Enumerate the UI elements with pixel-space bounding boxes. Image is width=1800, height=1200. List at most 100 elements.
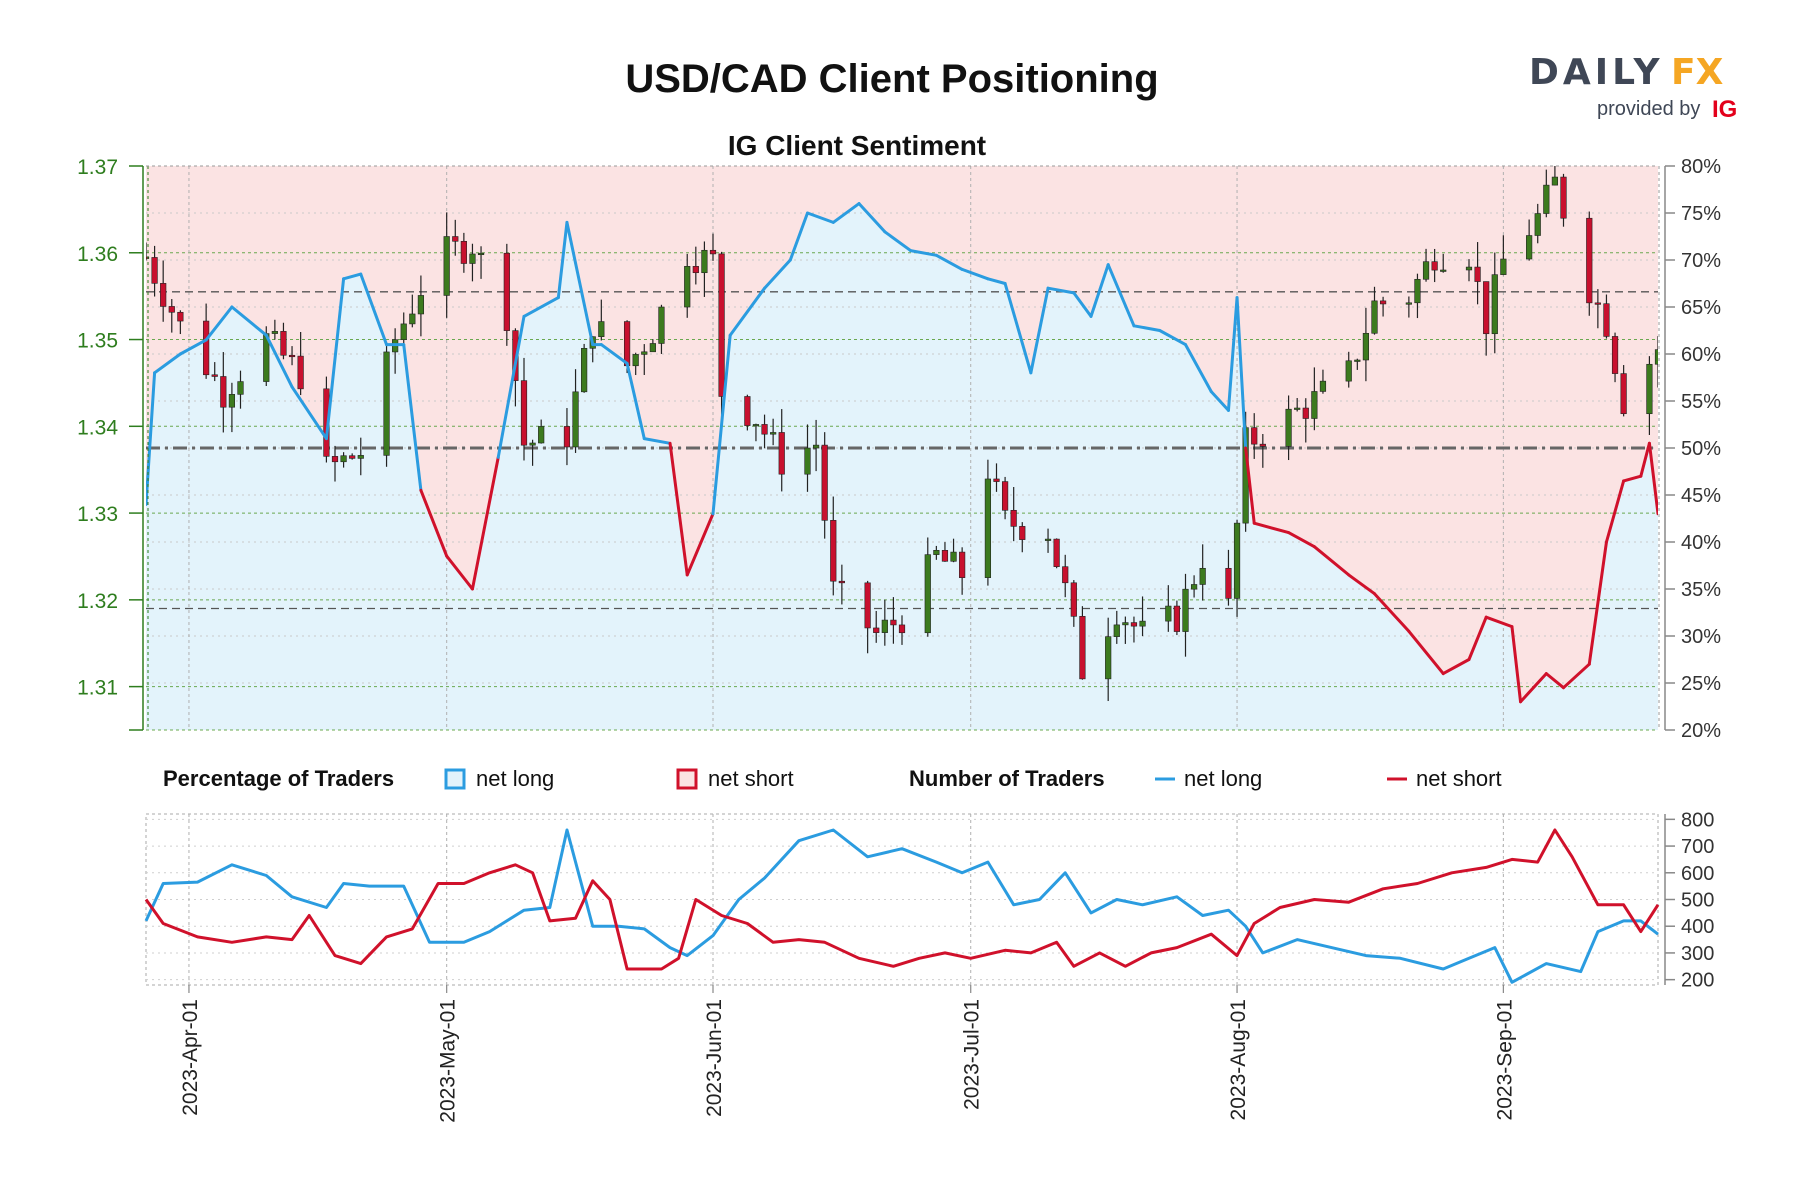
candle (400, 312, 407, 347)
sentiment-segment (1604, 479, 1626, 544)
candle (443, 212, 450, 318)
candle (1405, 296, 1412, 318)
candle (1431, 248, 1438, 283)
sentiment-segment (1106, 263, 1136, 328)
candle (1646, 356, 1653, 435)
sentiment-segment (342, 272, 363, 281)
candle (1019, 522, 1026, 553)
candle (1586, 211, 1593, 316)
sentiment-segment (668, 441, 689, 577)
legend-long-count-label: net long (1184, 766, 1262, 791)
candle (658, 304, 665, 354)
sentiment-segment (290, 385, 328, 441)
candle (1354, 358, 1361, 370)
candle (692, 246, 699, 285)
candle (1319, 369, 1327, 394)
percent-tick-label: 25% (1681, 673, 1721, 695)
candle (151, 245, 158, 297)
sentiment-segment (728, 286, 767, 337)
candle (778, 409, 785, 492)
candle (1379, 296, 1387, 317)
candle (1491, 252, 1498, 354)
candle (598, 299, 605, 341)
candle (1543, 169, 1550, 218)
candle (383, 343, 390, 467)
sentiment-segment (1287, 531, 1316, 549)
candle (838, 564, 845, 605)
candle (340, 452, 347, 468)
sentiment-segment (470, 455, 500, 591)
candle (503, 243, 510, 346)
sentiment-segment (1467, 615, 1488, 661)
candle (1010, 487, 1017, 542)
sentiment-segment (1622, 474, 1643, 483)
sentiment-segment (1184, 343, 1213, 394)
candle (297, 331, 304, 396)
candle (718, 251, 725, 420)
candle (581, 343, 588, 393)
candle (409, 294, 416, 328)
candle (890, 597, 897, 644)
candle (1139, 596, 1146, 637)
sentiment-segment (1373, 592, 1411, 633)
candle (1534, 203, 1541, 244)
sentiment-segment (909, 249, 938, 257)
candle (984, 459, 992, 586)
candle (228, 382, 236, 433)
percent-tick-label: 55% (1681, 391, 1721, 413)
candle (1440, 253, 1447, 273)
candle (1070, 580, 1077, 627)
sentiment-segment (711, 333, 732, 516)
candle (1414, 273, 1421, 319)
chart-title: USD/CAD Client Positioning (625, 57, 1158, 101)
candle (1500, 235, 1507, 276)
sentiment-segment (1587, 540, 1608, 666)
candle (1225, 549, 1232, 606)
logo-fx-text: FX (1671, 52, 1724, 93)
sentiment-segment (1209, 390, 1230, 412)
candle (1105, 617, 1112, 702)
count-tick-label: 700 (1681, 836, 1714, 858)
candles (146, 166, 1658, 702)
sentiment-segment (934, 253, 964, 271)
dailyfx-logo: DAILY FX provided by IG (1529, 52, 1737, 123)
candle (177, 310, 184, 335)
sentiment-segment (565, 220, 595, 347)
count-plot-frame (145, 813, 1659, 986)
candle (460, 232, 467, 273)
sentiment-segment (883, 230, 913, 253)
candle (1173, 600, 1181, 636)
candle (452, 219, 459, 256)
candle (1551, 166, 1559, 186)
sentiment-segment (556, 220, 569, 300)
candle (812, 419, 820, 472)
sentiment-segment (1003, 282, 1033, 375)
net-short-count-line (144, 828, 1660, 971)
date-tick-label: 2023-Sep-01 (1493, 999, 1516, 1120)
candle (1199, 544, 1206, 601)
date-tick-label: 2023-Jun-01 (703, 999, 726, 1117)
candle (873, 610, 880, 643)
candle (1422, 248, 1430, 282)
candle (1603, 294, 1610, 339)
candle (1062, 554, 1069, 598)
sentiment-segment (986, 277, 1007, 285)
percent-tick-label: 45% (1681, 485, 1721, 507)
candle (220, 352, 227, 433)
candle (538, 419, 545, 444)
candle (280, 322, 287, 360)
candle (804, 424, 811, 492)
sentiment-segment (264, 333, 294, 389)
candle (959, 547, 966, 595)
legend-long-pct-label: net long (476, 766, 554, 791)
candle (933, 545, 940, 560)
candle (1345, 351, 1352, 388)
logo-daily-text: DAILY (1529, 52, 1664, 93)
percent-tick-label: 40% (1681, 532, 1721, 554)
sentiment-segment (1510, 625, 1523, 704)
candle (1182, 573, 1189, 657)
date-tick-label: 2023-May-01 (437, 999, 460, 1123)
price-tick-label: 1.31 (77, 677, 118, 700)
sentiment-segment (1046, 286, 1076, 295)
candle (924, 537, 931, 637)
